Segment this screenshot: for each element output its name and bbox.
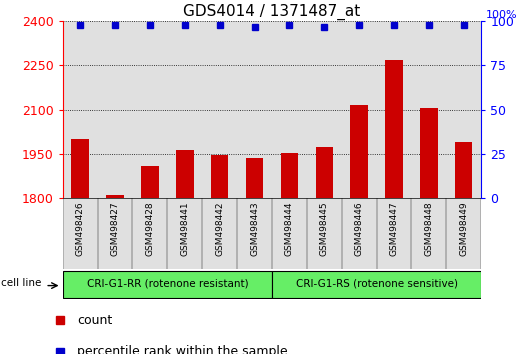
Title: GDS4014 / 1371487_at: GDS4014 / 1371487_at (184, 4, 360, 20)
Bar (377, 21, 412, 198)
Bar (202, 198, 237, 269)
Bar (446, 21, 481, 198)
Text: percentile rank within the sample: percentile rank within the sample (77, 345, 288, 354)
Bar (237, 21, 272, 198)
Text: GSM498426: GSM498426 (76, 202, 85, 256)
Bar (412, 21, 446, 198)
Bar (98, 21, 132, 198)
Bar (342, 198, 377, 269)
Bar (342, 21, 377, 198)
Text: CRI-G1-RR (rotenone resistant): CRI-G1-RR (rotenone resistant) (86, 279, 248, 289)
Bar (63, 21, 98, 198)
Bar (72, 139, 89, 198)
Bar (246, 158, 263, 198)
Text: GSM498428: GSM498428 (145, 202, 154, 256)
FancyBboxPatch shape (63, 270, 272, 298)
Bar (385, 59, 403, 198)
Text: CRI-G1-RS (rotenone sensitive): CRI-G1-RS (rotenone sensitive) (295, 279, 458, 289)
Bar (167, 21, 202, 198)
Bar (307, 198, 342, 269)
Bar (281, 153, 298, 198)
Text: GSM498442: GSM498442 (215, 202, 224, 256)
Bar (106, 195, 124, 198)
Bar (272, 198, 307, 269)
Text: count: count (77, 314, 112, 327)
Bar (132, 21, 167, 198)
Text: GSM498443: GSM498443 (250, 202, 259, 256)
Text: GSM498427: GSM498427 (110, 202, 120, 256)
Bar (272, 21, 307, 198)
Bar (350, 105, 368, 198)
Bar (167, 198, 202, 269)
Text: GSM498448: GSM498448 (424, 202, 434, 256)
FancyBboxPatch shape (272, 270, 481, 298)
Bar (420, 108, 438, 198)
Bar (377, 198, 412, 269)
Text: GSM498444: GSM498444 (285, 202, 294, 256)
Bar (132, 198, 167, 269)
Bar (237, 198, 272, 269)
Text: GSM498449: GSM498449 (459, 202, 468, 256)
Bar (176, 149, 194, 198)
Bar (98, 198, 132, 269)
Bar (63, 198, 98, 269)
Text: GSM498445: GSM498445 (320, 202, 329, 256)
Bar (412, 198, 446, 269)
Bar (455, 142, 472, 198)
Text: GSM498447: GSM498447 (390, 202, 399, 256)
Bar (307, 21, 342, 198)
Bar (315, 147, 333, 198)
Text: GSM498446: GSM498446 (355, 202, 363, 256)
Bar (446, 198, 481, 269)
Bar (202, 21, 237, 198)
Text: GSM498441: GSM498441 (180, 202, 189, 256)
Text: cell line: cell line (1, 278, 42, 287)
Bar (141, 166, 158, 198)
Bar (211, 155, 229, 198)
Text: 100%: 100% (485, 10, 517, 21)
